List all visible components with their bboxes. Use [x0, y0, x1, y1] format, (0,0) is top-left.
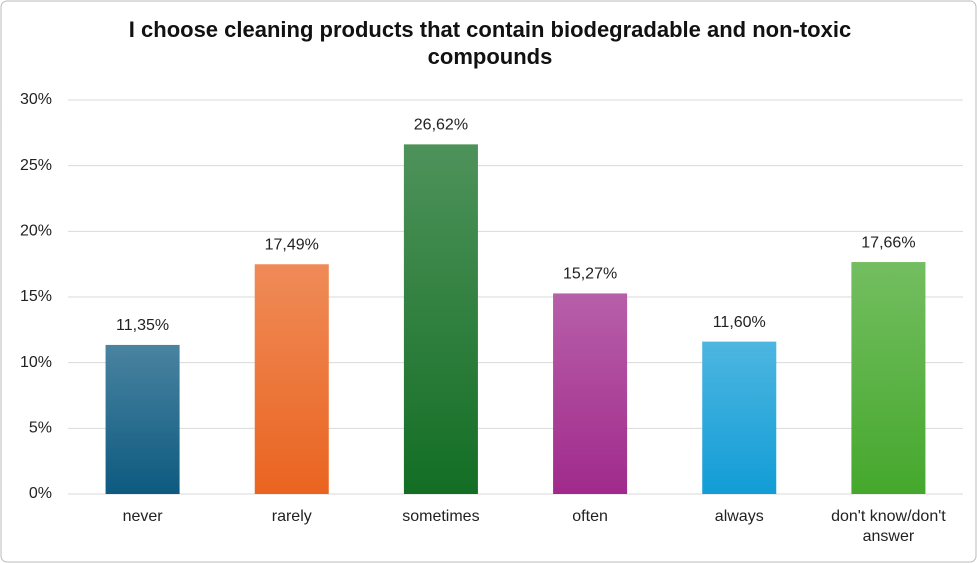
- x-tick-label: sometimes: [402, 508, 480, 525]
- value-label: 15,27%: [563, 266, 617, 283]
- value-label: 17,66%: [861, 234, 915, 251]
- bar-sheen: [403, 144, 478, 494]
- value-label: 26,62%: [414, 117, 468, 134]
- x-tick-label: always: [714, 508, 764, 525]
- y-tick-label: 0%: [29, 485, 52, 502]
- y-tick-label: 25%: [20, 157, 52, 174]
- bar-sheen: [553, 293, 628, 494]
- bar-sheen: [105, 344, 180, 494]
- x-tick-label: often: [572, 508, 608, 525]
- value-label: 17,49%: [265, 237, 319, 254]
- value-label: 11,60%: [713, 314, 766, 331]
- y-tick-label: 5%: [29, 420, 52, 437]
- x-tick-label: rarely: [271, 508, 312, 525]
- y-tick-label: 30%: [20, 91, 52, 108]
- value-label: 11,35%: [116, 317, 169, 334]
- bar-sheen: [851, 262, 926, 494]
- y-tick-label: 15%: [20, 288, 52, 305]
- y-tick-label: 10%: [20, 354, 52, 371]
- bar-sheen: [702, 341, 777, 494]
- x-tick-label: don't know/don't answer: [831, 508, 946, 545]
- bar-sheen: [254, 264, 329, 494]
- x-tick-label: never: [122, 508, 163, 525]
- chart-title: I choose cleaning products that contain …: [128, 17, 852, 69]
- y-tick-label: 20%: [20, 223, 52, 240]
